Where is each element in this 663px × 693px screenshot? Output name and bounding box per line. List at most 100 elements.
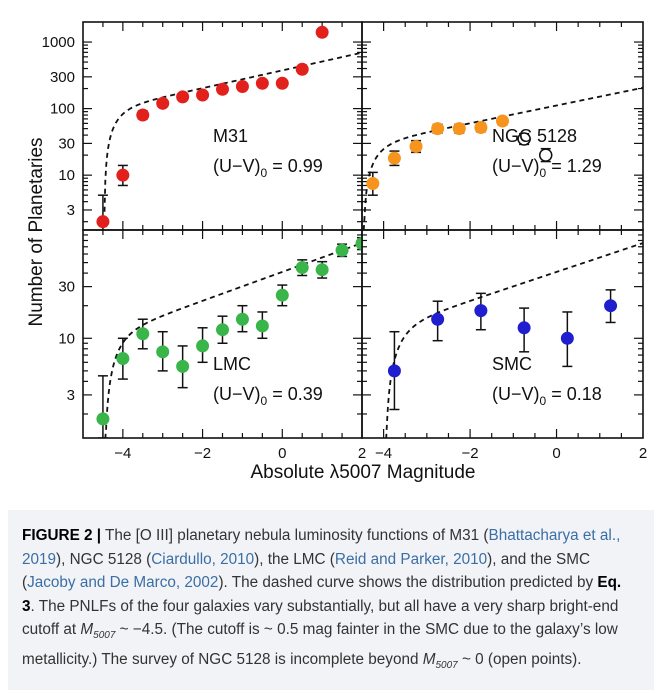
y-tick-label: 300: [50, 69, 75, 86]
data-points: [96, 25, 329, 230]
panel-bottom-right: SMC (U−V)0 = 0.18: [361, 229, 644, 439]
figure-caption: FIGURE 2 | The [O III] planetary nebula …: [8, 510, 654, 690]
y-tick-label: 10: [58, 167, 75, 184]
color-index: (U−V): [492, 156, 540, 176]
data-point: [176, 90, 190, 104]
data-point: [255, 319, 269, 333]
y-tick-label: 3: [67, 387, 75, 404]
data-point: [355, 237, 362, 251]
color-index-sub: 0: [261, 166, 268, 180]
data-point: [474, 121, 488, 135]
data-point: [295, 261, 309, 275]
x-tick-label: −4: [114, 445, 131, 462]
data-point: [235, 79, 249, 93]
data-point: [176, 359, 190, 373]
data-point: [387, 151, 401, 165]
caption-text: The [O III] planetary nebula luminosity …: [101, 527, 489, 544]
caption-text: ~ −4.5. (The cutoff is ~ 0.5 mag fainter…: [22, 621, 618, 668]
data-point: [136, 108, 150, 122]
caption-text: ), the LMC (: [254, 550, 335, 568]
panel-galaxy-label: LMC: [213, 354, 251, 374]
data-point: [275, 288, 289, 302]
x-tick-label: 0: [552, 445, 560, 462]
data-point: [136, 327, 150, 341]
data-point: [216, 82, 229, 96]
data-point: [387, 364, 401, 378]
x-axis-label: Absolute λ5007 Magnitude: [251, 462, 476, 483]
data-points: [366, 114, 553, 196]
y-axis-label: Number of Planetaries: [26, 137, 47, 326]
caption-math-sub: 5007: [435, 659, 458, 671]
color-index-sub: 0: [261, 394, 268, 408]
color-index: (U−V): [213, 156, 261, 176]
data-point: [96, 412, 110, 426]
data-points: [387, 289, 618, 411]
caption-equation-ref[interactable]: Eq. 3: [22, 574, 622, 615]
data-point: [156, 345, 170, 359]
data-point: [604, 299, 618, 313]
panel-top-left: M31 (U−V)0 = 0.99: [82, 21, 363, 231]
pnlf-model-curve: [103, 51, 362, 212]
x-tick-label: 0: [278, 445, 286, 462]
caption-figure-label: FIGURE 2 |: [22, 527, 102, 544]
data-point: [255, 76, 269, 90]
x-tick-label: −4: [375, 445, 392, 462]
color-index-value: = 0.18: [546, 384, 602, 404]
panel-color-label: (U−V)0 = 0.39: [213, 384, 323, 408]
panel-bottom-left: LMC (U−V)0 = 0.39: [82, 229, 363, 439]
panel-color-label: (U−V)0 = 0.99: [213, 156, 323, 180]
y-tick-label: 10: [58, 330, 75, 347]
caption-ref-link[interactable]: Bhattacharya et al., 2019: [22, 527, 621, 568]
panel-frame: [361, 229, 644, 439]
x-tick-label: −2: [462, 445, 479, 462]
data-points: [96, 236, 362, 438]
y-tick-label: 1000: [42, 34, 75, 51]
caption-text: ), and the SMC (: [22, 550, 591, 592]
data-point: [335, 243, 349, 257]
data-point: [409, 139, 423, 153]
caption-text: ), NGC 5128 (: [56, 550, 152, 568]
data-point: [196, 88, 210, 102]
data-point: [116, 168, 130, 182]
color-index-sub: 0: [540, 166, 547, 180]
panel-color-label: (U−V)0 = 1.29: [492, 156, 602, 180]
data-point: [116, 352, 130, 366]
data-point: [560, 331, 574, 345]
caption-math: M: [80, 621, 94, 638]
color-index-value: = 0.39: [267, 384, 323, 404]
x-tick-label: 2: [358, 445, 366, 462]
data-point: [196, 339, 210, 353]
color-index: (U−V): [213, 384, 261, 404]
color-index-sub: 0: [540, 394, 547, 408]
caption-ref-link[interactable]: Ciardullo, 2010: [151, 550, 255, 568]
caption-text: . The PNLFs of the four galaxies vary su…: [22, 597, 619, 639]
caption-text: ). The dashed curve shows the distributi…: [218, 574, 598, 591]
data-point: [496, 114, 509, 128]
color-index: (U−V): [492, 384, 540, 404]
data-point: [517, 132, 531, 146]
data-point: [517, 321, 531, 335]
data-point: [275, 76, 289, 90]
caption-text: ~ 0 (open points).: [457, 650, 582, 668]
panel-color-label: (U−V)0 = 0.18: [492, 384, 602, 408]
panel-top-right: NGC 5128 (U−V)0 = 1.29: [361, 21, 644, 231]
pnlf-model-curve: [104, 242, 362, 438]
y-tick-label: 30: [58, 279, 75, 296]
data-point: [315, 263, 329, 277]
color-index-value: = 0.99: [267, 156, 323, 176]
y-tick-label: 30: [58, 135, 75, 152]
y-tick-label: 3: [67, 202, 75, 219]
caption-ref-link[interactable]: Jacoby and De Marco, 2002: [27, 574, 219, 591]
data-point: [474, 304, 488, 318]
x-tick-label: 2: [639, 445, 647, 462]
color-index-value: = 1.29: [546, 156, 602, 176]
y-tick-label: 100: [50, 101, 75, 118]
caption-math: M: [422, 650, 436, 668]
data-point: [538, 148, 553, 162]
panel-galaxy-label: M31: [213, 126, 248, 146]
caption-math-sub: 5007: [93, 630, 116, 642]
caption-ref-link[interactable]: Reid and Parker, 2010: [334, 550, 488, 568]
data-point: [216, 323, 229, 337]
panel-galaxy-label: SMC: [492, 354, 532, 374]
